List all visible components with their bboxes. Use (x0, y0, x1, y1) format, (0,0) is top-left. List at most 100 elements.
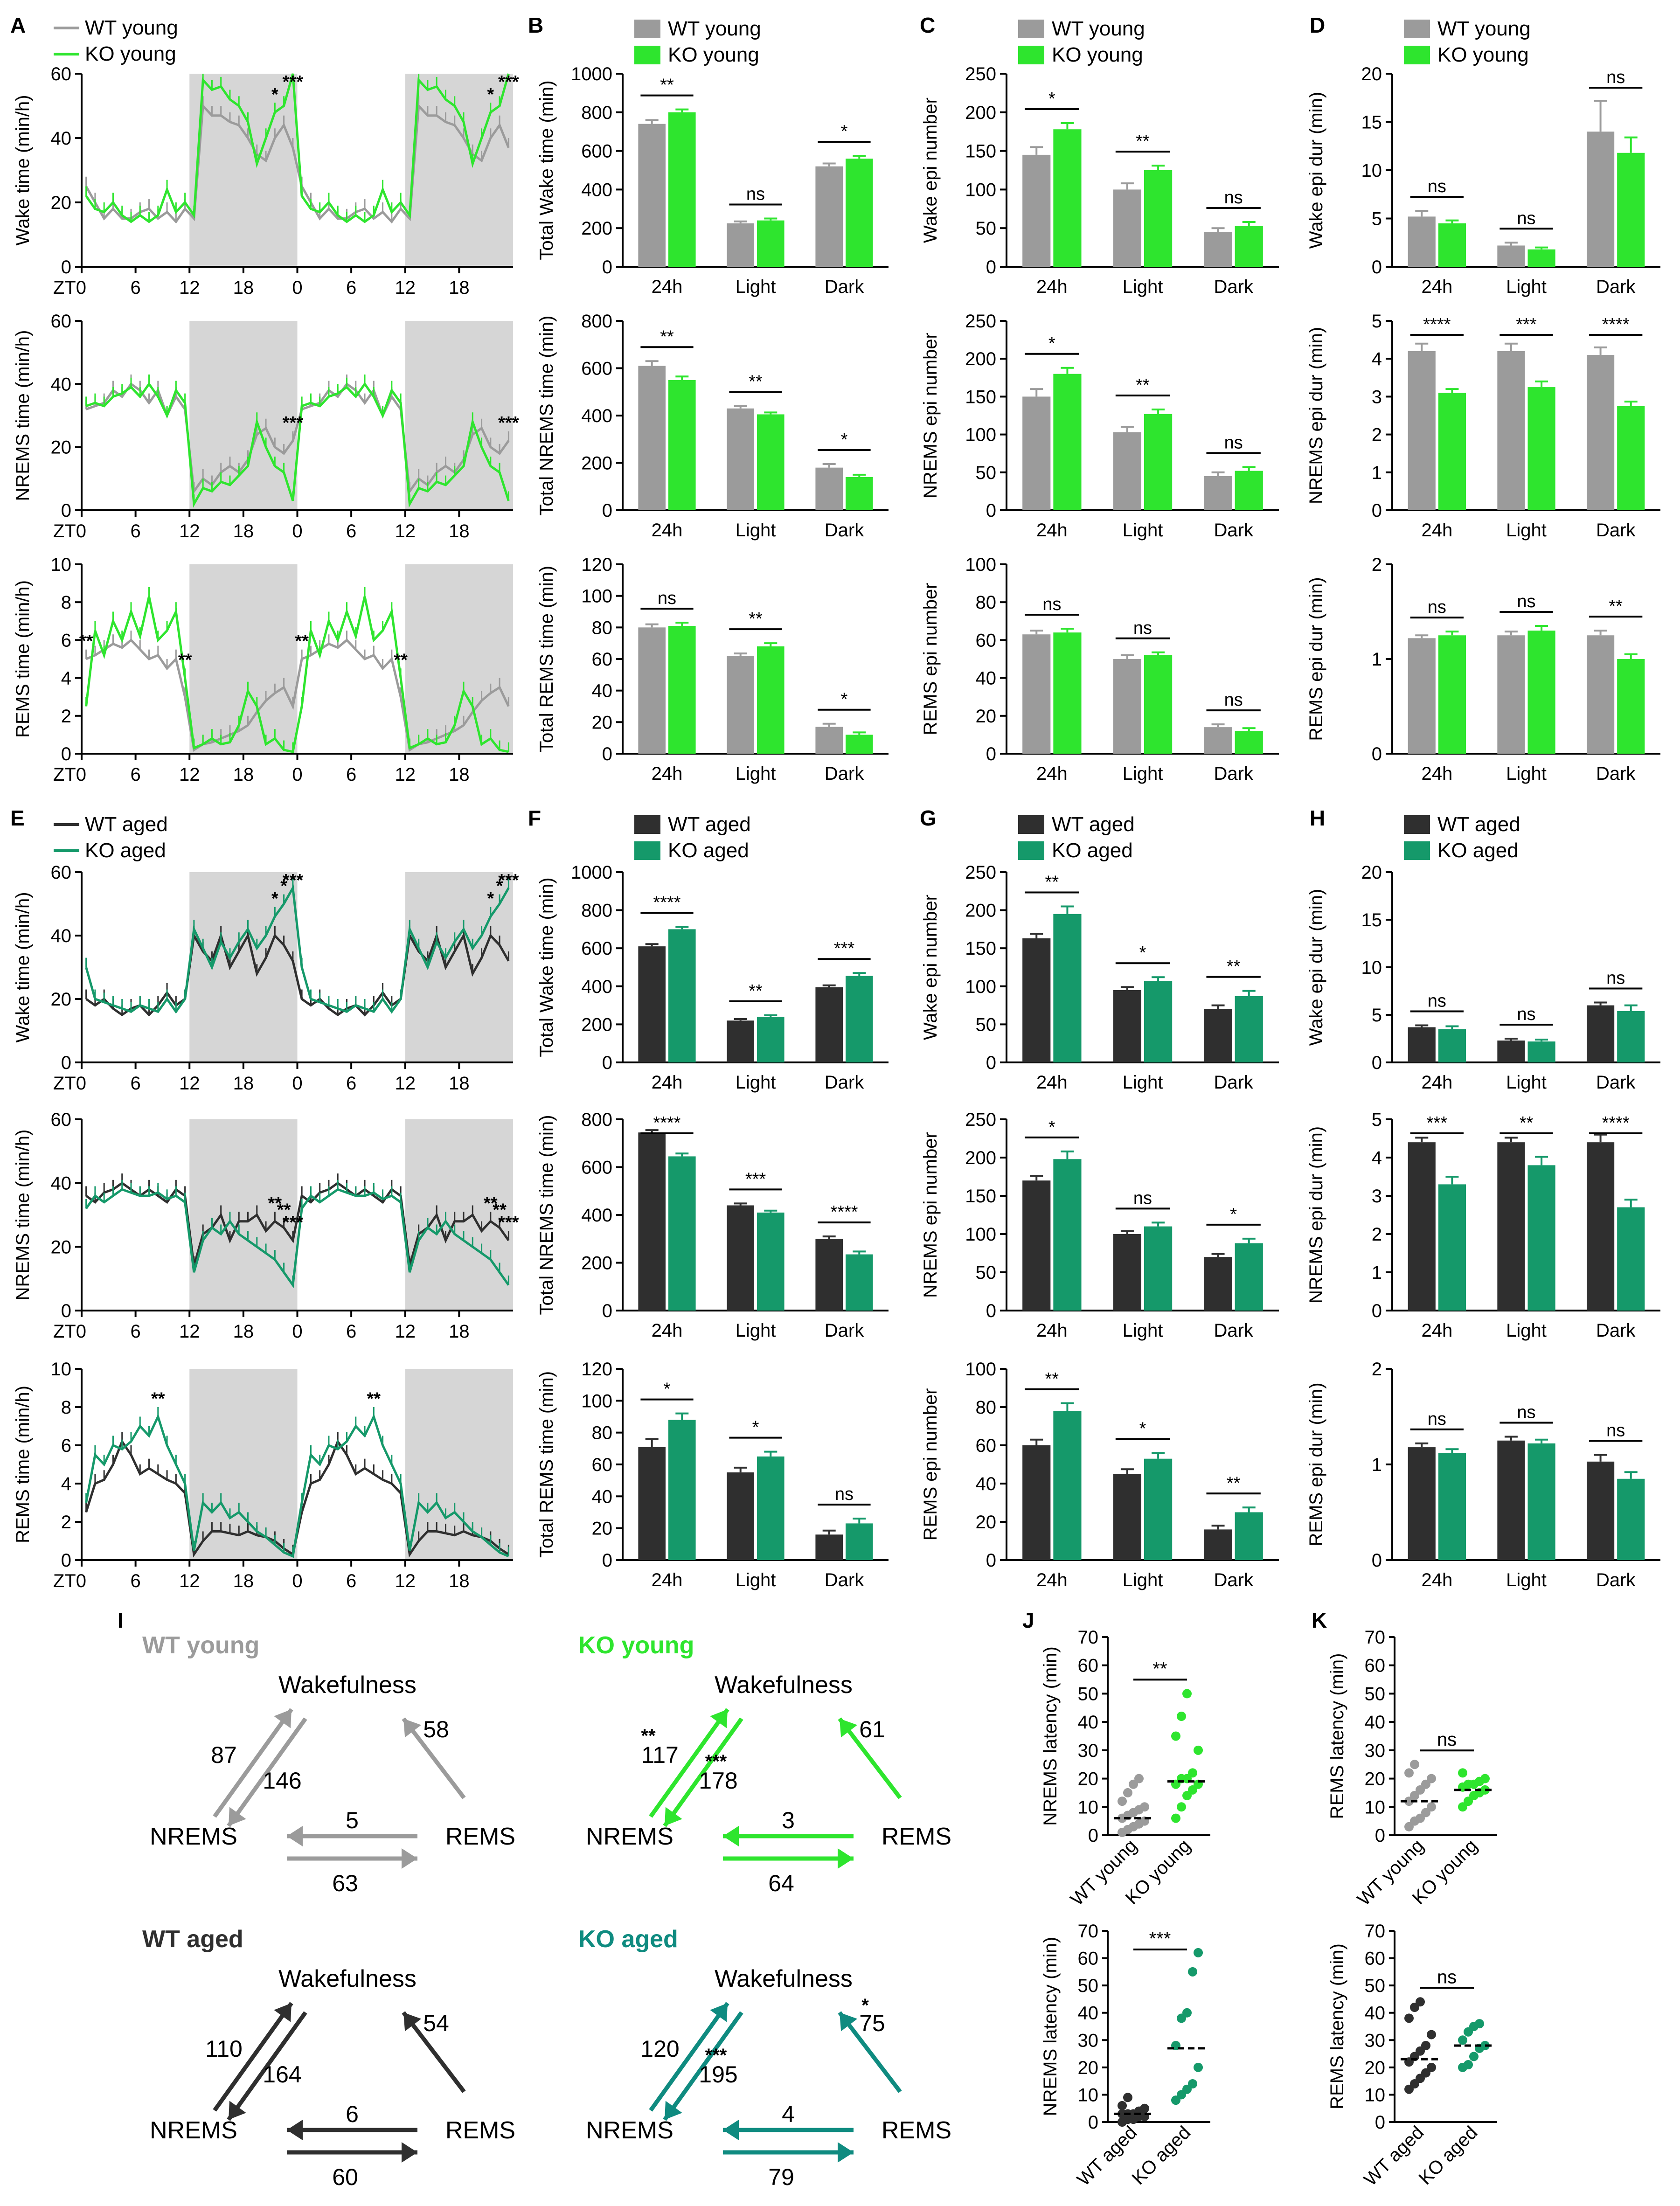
wt-bar (638, 946, 666, 1062)
y-tick-label: 50 (976, 218, 997, 239)
y-tick-label: 100 (965, 180, 996, 200)
x-category-label: Light (1506, 277, 1547, 297)
scatter-K-27: 0 10 20 30 40 50 60 70 REMS latency (min) WT aged… (1327, 1921, 1497, 2190)
data-point (1475, 2019, 1484, 2029)
y-tick-label: 40 (1365, 1712, 1386, 1733)
y-tick-label: 20 (592, 712, 613, 733)
y-tick-label: 40 (51, 374, 72, 395)
y-tick-label: 150 (965, 141, 996, 162)
y-axis-title: Wake epi dur (min) (1306, 889, 1326, 1046)
y-tick-label: 60 (1078, 1656, 1099, 1676)
y-tick-label: 0 (986, 1301, 996, 1321)
significance-mark: ** (1227, 1473, 1241, 1493)
sig-rems-to-wake: * (861, 1995, 869, 2016)
y-tick-label: 0 (986, 500, 996, 521)
state-rems: REMS (445, 1823, 515, 1850)
y-tick-label: 10 (51, 555, 72, 575)
wt-series-line (85, 382, 510, 495)
count-wake-to-nrems: 195 (699, 2061, 737, 2088)
ko-bar (1235, 996, 1263, 1062)
data-point (1416, 1813, 1425, 1823)
state-wakefulness: Wakefulness (715, 1965, 853, 1992)
data-point (1427, 1802, 1436, 1812)
ko-bar (1527, 387, 1555, 510)
bar-chart-G-4: 0 50 100 150 200 250 NREMS epi number * 24h ns Lig… (920, 1110, 1279, 1341)
wt-bar (638, 366, 666, 510)
y-tick-label: 70 (1365, 1921, 1386, 1942)
wt-bar (1113, 432, 1141, 510)
y-tick-label: 5 (1372, 311, 1382, 332)
y-axis-title: REMS epi number (920, 1388, 941, 1541)
significance-mark: * (841, 430, 848, 450)
ko-bar (1617, 659, 1645, 754)
y-tick-label: 5 (1372, 209, 1382, 229)
ko-series-line (85, 382, 510, 508)
significance-mark: **** (1602, 315, 1630, 334)
y-axis-title: NREMS epi dur (min) (1306, 1126, 1326, 1304)
y-tick-label: 60 (592, 649, 613, 670)
y-tick-label: 2 (1372, 425, 1382, 445)
significance-mark: **** (830, 1202, 858, 1222)
wt-bar (1408, 216, 1436, 267)
bar-chart-C-2: 0 20 40 60 80 100 REMS epi number ns 24h ns Light n… (920, 555, 1279, 784)
significance-mark: *** (498, 1213, 519, 1233)
data-point (1410, 1791, 1419, 1800)
x-category-label: Light (736, 1320, 776, 1341)
wt-bar (1408, 1142, 1436, 1311)
significance-mark: ** (268, 1194, 282, 1214)
state-nrems: NREMS (586, 1823, 673, 1850)
bar-chart-H-3: 0 5 10 15 20 Wake epi dur (min) ns 24h ns Light ns… (1306, 813, 1660, 1093)
x-tick-label: ZT0 (53, 1073, 86, 1094)
ko-series-line (85, 1413, 509, 1558)
wt-bar (1204, 232, 1232, 267)
significance-mark: ** (1227, 957, 1241, 977)
count-rems-to-nrems: 4 (782, 2101, 795, 2127)
arrow-nrems-to-wake (649, 1708, 729, 1818)
wt-bar (1113, 1234, 1141, 1311)
x-tick-label: 0 (292, 1571, 302, 1591)
y-tick-label: 70 (1365, 1627, 1386, 1648)
x-category-label: 24h (1421, 1320, 1452, 1341)
legend-swatch (1404, 815, 1430, 834)
ko-bar (757, 1456, 784, 1560)
wt-bar (1022, 634, 1051, 754)
y-tick-label: 200 (965, 901, 996, 921)
panel-label-A: A (10, 13, 26, 37)
y-tick-label: 2 (1372, 1224, 1382, 1245)
significance-mark: ns (1042, 595, 1061, 614)
y-tick-label: 800 (581, 103, 612, 123)
y-tick-label: 10 (1361, 160, 1382, 181)
x-category-label: 24h (1421, 520, 1452, 541)
y-tick-label: 20 (976, 1512, 997, 1533)
ko-bar (1144, 981, 1173, 1062)
data-point (1118, 2101, 1127, 2110)
count-rems-to-wake: 61 (859, 1716, 885, 1742)
y-tick-label: 70 (1078, 1921, 1099, 1942)
dark-phase-shade (405, 1119, 513, 1311)
ko-bar (668, 1420, 696, 1560)
y-tick-label: 40 (1078, 2003, 1099, 2024)
y-tick-label: 20 (1365, 2058, 1386, 2078)
data-point (1140, 1802, 1149, 1812)
y-tick-label: 0 (1375, 1825, 1385, 1846)
ko-bar (1617, 406, 1645, 510)
data-point (1194, 1948, 1203, 1957)
data-point (1416, 1997, 1425, 2007)
wt-bar (1113, 659, 1141, 754)
y-axis-title: REMS latency (min) (1327, 1943, 1347, 2109)
x-category-label: Light (736, 1570, 776, 1590)
arrow-wake-to-nrems (227, 2011, 307, 2121)
significance-mark: * (841, 122, 848, 141)
y-tick-label: 30 (1078, 1741, 1099, 1761)
x-category-label: Light (1123, 1320, 1163, 1341)
x-category-label: Dark (1596, 1570, 1636, 1590)
significance-mark: ** (749, 372, 763, 392)
y-tick-label: 200 (581, 218, 612, 239)
dark-phase-shade (405, 564, 513, 754)
y-tick-label: 0 (61, 1053, 71, 1073)
y-axis-title: Total REMS time (min) (536, 1371, 557, 1558)
data-point (1404, 1797, 1414, 1806)
y-tick-label: 400 (581, 406, 612, 426)
